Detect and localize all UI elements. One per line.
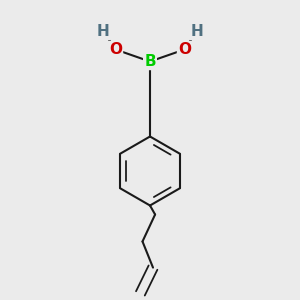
Text: O: O: [178, 42, 191, 57]
Text: O: O: [109, 42, 122, 57]
Text: H: H: [97, 24, 110, 39]
Text: H: H: [190, 24, 203, 39]
Text: B: B: [144, 54, 156, 69]
